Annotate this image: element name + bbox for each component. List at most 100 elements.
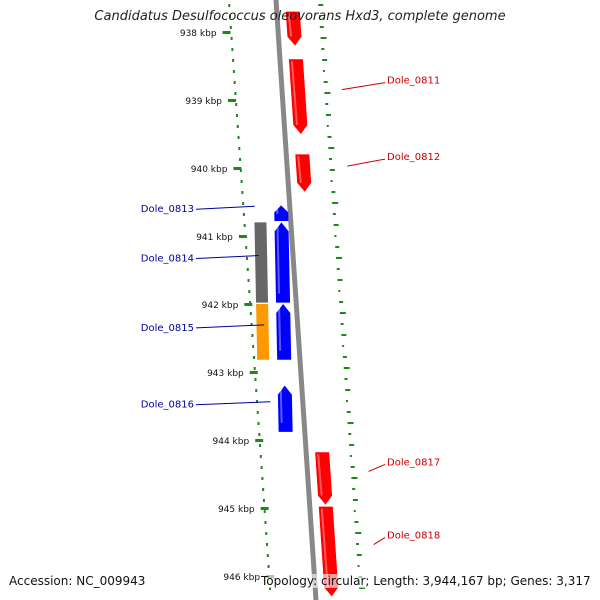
gc-track-left-dot [264,521,267,524]
gc-track-right-dot [322,70,325,72]
gc-track-left-dot [242,202,245,205]
gc-track-right-dot [359,587,366,589]
dole_0816-gene-arrow[interactable] [277,385,293,432]
gene-label-dole_0813[interactable]: Dole_0813 [141,204,194,215]
dole_0814-gene-arrow[interactable] [274,222,291,303]
gc-track-right-dot [355,532,362,534]
gc-track-left-dot [266,554,269,557]
gc-track-left-dot [251,334,254,337]
gc-track-right-dot [329,169,335,171]
dole_0818-gene-arrow[interactable] [318,506,339,597]
gc-track-right-dot [335,246,340,248]
gene-label-dole_0817[interactable]: Dole_0817 [387,457,440,468]
gc-track-right-dot [351,477,358,479]
gene-label-dole_0811[interactable]: Dole_0811 [387,76,440,87]
gene-arrow-highlight [276,224,281,294]
gene-label-dole_0818[interactable]: Dole_0818 [387,531,440,542]
gc-track-left-dot [246,268,249,271]
orange-feature-block [256,304,270,360]
dole_0811-gene-arrow[interactable] [288,59,308,135]
gene-label-leader [195,401,271,406]
gene-label-leader [195,205,255,210]
gc-track-left-dot [266,543,269,546]
ruler-tick-label: 939 kbp [185,97,222,107]
gene-arrow-highlight [297,156,302,183]
dole_0812-gene-arrow[interactable] [295,154,312,192]
gc-track-left-dot [265,532,268,535]
gc-track-right-dot [345,389,351,391]
gc-track-left-dot [257,422,260,425]
ruler-tick-label: 938 kbp [180,29,217,39]
gene-label-dole_0815[interactable]: Dole_0815 [141,323,194,334]
gc-track-left-dot [256,400,258,403]
gc-track-right-dot [324,92,331,94]
gc-track-left-dot [229,26,232,29]
dole_0817-gene-arrow[interactable] [315,452,333,505]
gc-track-right-dot [352,499,358,501]
gc-track-left-dot [252,345,255,348]
gc-track-right-dot [357,565,360,567]
gc-track-left-dot [245,257,248,260]
gc-track-right-dot [331,191,336,193]
gc-track-right-dot [332,213,336,215]
gc-track-left-dot [252,356,255,359]
gc-track-left-dot [229,15,232,18]
gc-track-right-dot [325,114,331,116]
gc-track-right-dot [353,510,356,512]
unlabeled-gene-arrow[interactable] [285,11,302,46]
genome-backbone [273,0,319,600]
gc-track-right-dot [342,356,347,358]
gc-track-right-dot [334,235,337,237]
gc-track-right-dot [321,48,325,50]
ruler-tick [233,167,242,170]
gc-track-left-dot [250,323,253,326]
gc-track-left-dot [230,37,233,40]
gc-track-left-dot [242,213,245,216]
gene-label-dole_0814[interactable]: Dole_0814 [141,254,194,265]
dole_0813-gene-arrow[interactable] [274,205,289,222]
gc-track-left-dot [258,433,261,436]
map-title: Candidatus Desulfococcus oleovorans Hxd3… [94,9,506,24]
gc-track-left-dot [232,59,235,62]
gene-label-leader [195,255,259,260]
ruler-tick-label: 944 kbp [213,437,250,447]
gene-label-leader [347,158,386,167]
gc-track-left-dot [233,81,236,84]
gc-track-right-dot [340,323,344,325]
gc-track-left-dot [239,169,242,172]
gc-track-right-dot [333,224,339,226]
gene-arrow-highlight [290,61,298,126]
gc-track-right-dot [342,345,345,347]
gc-track-right-dot [332,202,339,204]
ruler-tick [260,507,269,510]
gc-track-right-dot [329,158,333,160]
dole_0815-gene-arrow[interactable] [276,304,292,360]
gc-track-left-dot [231,48,234,51]
gene-arrow-highlight [278,305,282,351]
gene-arrow-highlight [287,13,293,37]
gc-track-right-dot [346,411,351,413]
gc-track-right-dot [352,488,356,490]
gc-track-right-dot [319,26,324,28]
gene-arrow-highlight [317,454,323,496]
gc-track-left-dot [260,466,263,469]
gene-label-dole_0812[interactable]: Dole_0812 [387,152,440,163]
gc-track-right-dot [338,290,341,292]
gc-track-right-dot [336,268,340,270]
gc-track-left-dot [241,191,244,194]
gc-track-right-dot [341,334,347,336]
gc-track-left-dot [236,125,239,128]
gene-label-dole_0816[interactable]: Dole_0816 [141,400,194,411]
gc-track-left-dot [235,103,238,106]
gc-track-left-dot [259,444,262,447]
gc-track-left-dot [240,180,243,183]
gc-track-left-dot [245,246,248,249]
gc-track-right-dot [349,455,352,457]
gene-label-leader [368,463,386,472]
ruler-tick [228,99,236,102]
gc-track-left-dot [234,92,237,95]
gc-track-right-dot [328,147,335,149]
gc-track-left-dot [237,136,240,139]
